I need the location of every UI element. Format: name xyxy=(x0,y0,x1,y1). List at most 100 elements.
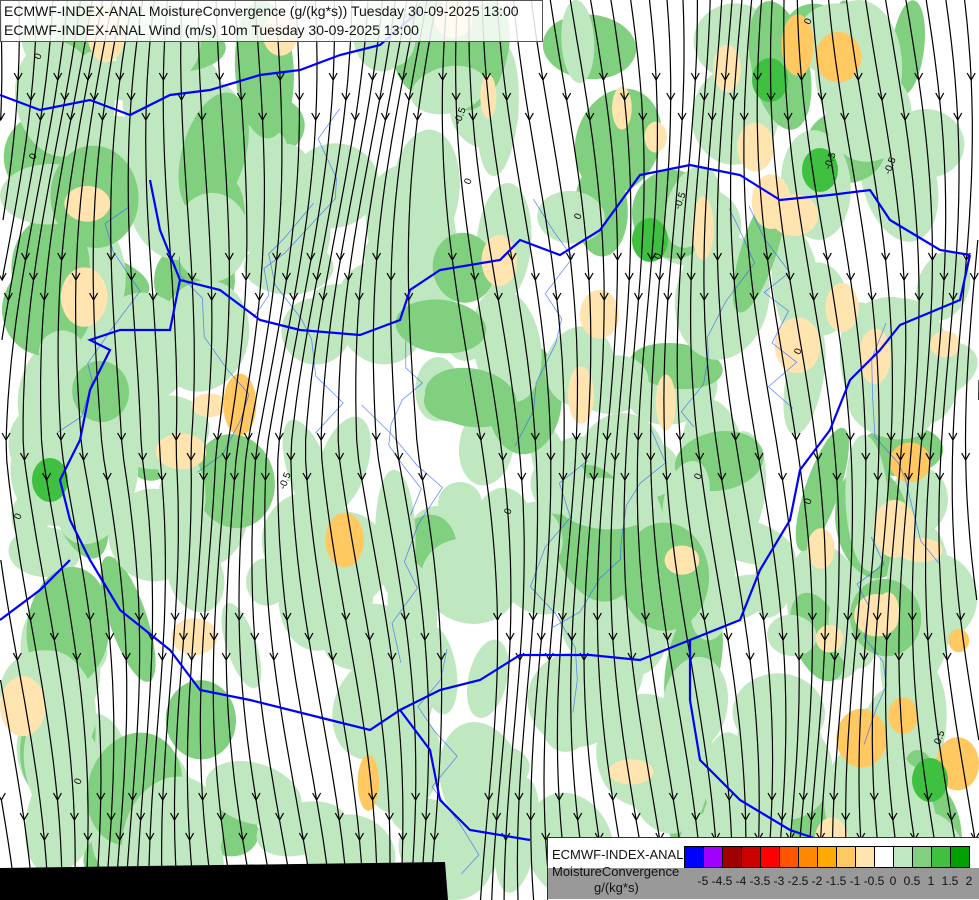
convergence-area xyxy=(561,0,595,84)
wind-arrow-icon xyxy=(60,92,70,102)
wind-arrow-icon xyxy=(877,92,887,102)
wind-arrow-icon xyxy=(447,252,457,262)
streamline xyxy=(290,0,353,900)
wind-arrow-icon xyxy=(953,112,963,122)
wind-arrow-icon xyxy=(942,652,952,662)
wind-arrow-icon xyxy=(530,432,540,442)
wind-arrow-icon xyxy=(567,632,577,642)
convergence-area xyxy=(543,709,588,752)
wind-arrow-icon xyxy=(729,92,739,102)
wind-arrow-icon xyxy=(126,92,136,102)
wind-arrow-icon xyxy=(354,292,364,302)
wind-arrow-icon xyxy=(185,832,195,842)
wind-arrow-icon xyxy=(176,92,187,102)
wind-arrow-icon xyxy=(820,632,830,642)
wind-arrow-icon xyxy=(138,452,148,462)
streamline xyxy=(811,0,867,900)
wind-arrow-icon xyxy=(927,252,937,262)
convergence-area xyxy=(602,707,638,768)
wind-arrow-icon xyxy=(421,812,431,822)
wind-arrow-icon xyxy=(867,292,877,302)
wind-arrow-icon xyxy=(341,92,351,102)
convergence-area xyxy=(771,223,822,349)
wind-arrow-icon xyxy=(350,112,360,122)
streamline xyxy=(22,0,82,900)
wind-arrow-icon xyxy=(21,252,31,262)
wind-arrow-icon xyxy=(777,812,787,822)
wind-arrow-icon xyxy=(418,472,428,482)
no-data-area xyxy=(0,862,448,900)
wind-arrow-icon xyxy=(872,612,882,622)
wind-arrow-icon xyxy=(699,92,709,102)
wind-arrow-icon xyxy=(763,252,773,262)
wind-arrow-icon xyxy=(316,432,326,442)
river xyxy=(388,341,424,516)
streamline xyxy=(305,0,369,900)
wind-arrow-icon xyxy=(935,92,945,102)
wind-arrow-icon xyxy=(492,612,502,622)
divergence-area xyxy=(0,676,46,737)
wind-arrow-icon xyxy=(199,472,209,482)
wind-arrow-icon xyxy=(507,252,517,262)
divergence-area xyxy=(325,512,364,568)
streamline xyxy=(0,0,38,900)
wind-arrow-icon xyxy=(717,472,727,482)
wind-arrow-icon xyxy=(956,612,966,622)
wind-arrow-icon xyxy=(939,272,949,282)
streamline xyxy=(865,0,907,900)
strong-convergence-area xyxy=(32,458,68,502)
wind-arrow-icon xyxy=(841,812,851,822)
divergence-area xyxy=(781,14,814,76)
strong-convergence-area xyxy=(632,218,668,262)
wind-arrow-icon xyxy=(97,112,108,122)
wind-arrow-icon xyxy=(923,792,933,802)
legend-unit: g/(kg*s) xyxy=(594,880,639,895)
wind-arrow-icon xyxy=(89,292,99,302)
convergence-area xyxy=(395,299,487,354)
legend-tick-label: 0 xyxy=(889,874,897,888)
wind-arrow-icon xyxy=(328,72,338,82)
legend-tick-label: -4.5 xyxy=(711,874,733,888)
wind-arrow-icon xyxy=(675,432,685,442)
contour-label: 0 xyxy=(792,347,804,356)
wind-arrow-icon xyxy=(260,472,270,482)
divergence-area xyxy=(567,366,594,424)
wind-arrow-icon xyxy=(851,632,861,642)
wind-arrow-icon xyxy=(157,652,167,662)
wind-arrow-icon xyxy=(272,252,282,262)
contour-label: 0 xyxy=(802,497,814,506)
wind-arrow-icon xyxy=(470,272,480,282)
convergence-area xyxy=(662,656,729,751)
legend-swatch xyxy=(837,847,856,867)
wind-arrow-icon xyxy=(822,252,832,262)
wind-arrow-icon xyxy=(713,252,723,262)
wind-arrow-icon xyxy=(923,632,933,642)
wind-arrow-icon xyxy=(157,472,167,482)
wind-arrow-icon xyxy=(817,92,827,102)
divergence-area xyxy=(155,433,207,470)
wind-arrow-icon xyxy=(127,792,138,802)
legend-swatch xyxy=(932,847,951,867)
wind-arrow-icon xyxy=(894,652,904,662)
wind-arrow-icon xyxy=(105,632,115,642)
wind-arrow-icon xyxy=(798,792,808,802)
wind-arrow-icon xyxy=(250,452,261,462)
wind-arrow-icon xyxy=(640,612,650,622)
contour-label: 0 xyxy=(692,472,704,481)
streamline xyxy=(110,0,141,900)
wind-arrow-icon xyxy=(745,652,755,662)
wind-arrow-icon xyxy=(83,72,93,82)
wind-arrow-icon xyxy=(481,72,491,82)
streamline xyxy=(783,0,840,900)
wind-arrow-icon xyxy=(357,472,367,482)
wind-arrow-icon xyxy=(39,292,49,302)
wind-arrow-icon xyxy=(668,792,678,802)
wind-arrow-icon xyxy=(498,452,508,462)
wind-arrow-icon xyxy=(72,652,82,662)
wind-arrow-icon xyxy=(492,812,502,822)
wind-arrow-icon xyxy=(686,272,696,282)
wind-arrow-icon xyxy=(707,112,717,122)
wind-arrow-icon xyxy=(935,472,945,482)
